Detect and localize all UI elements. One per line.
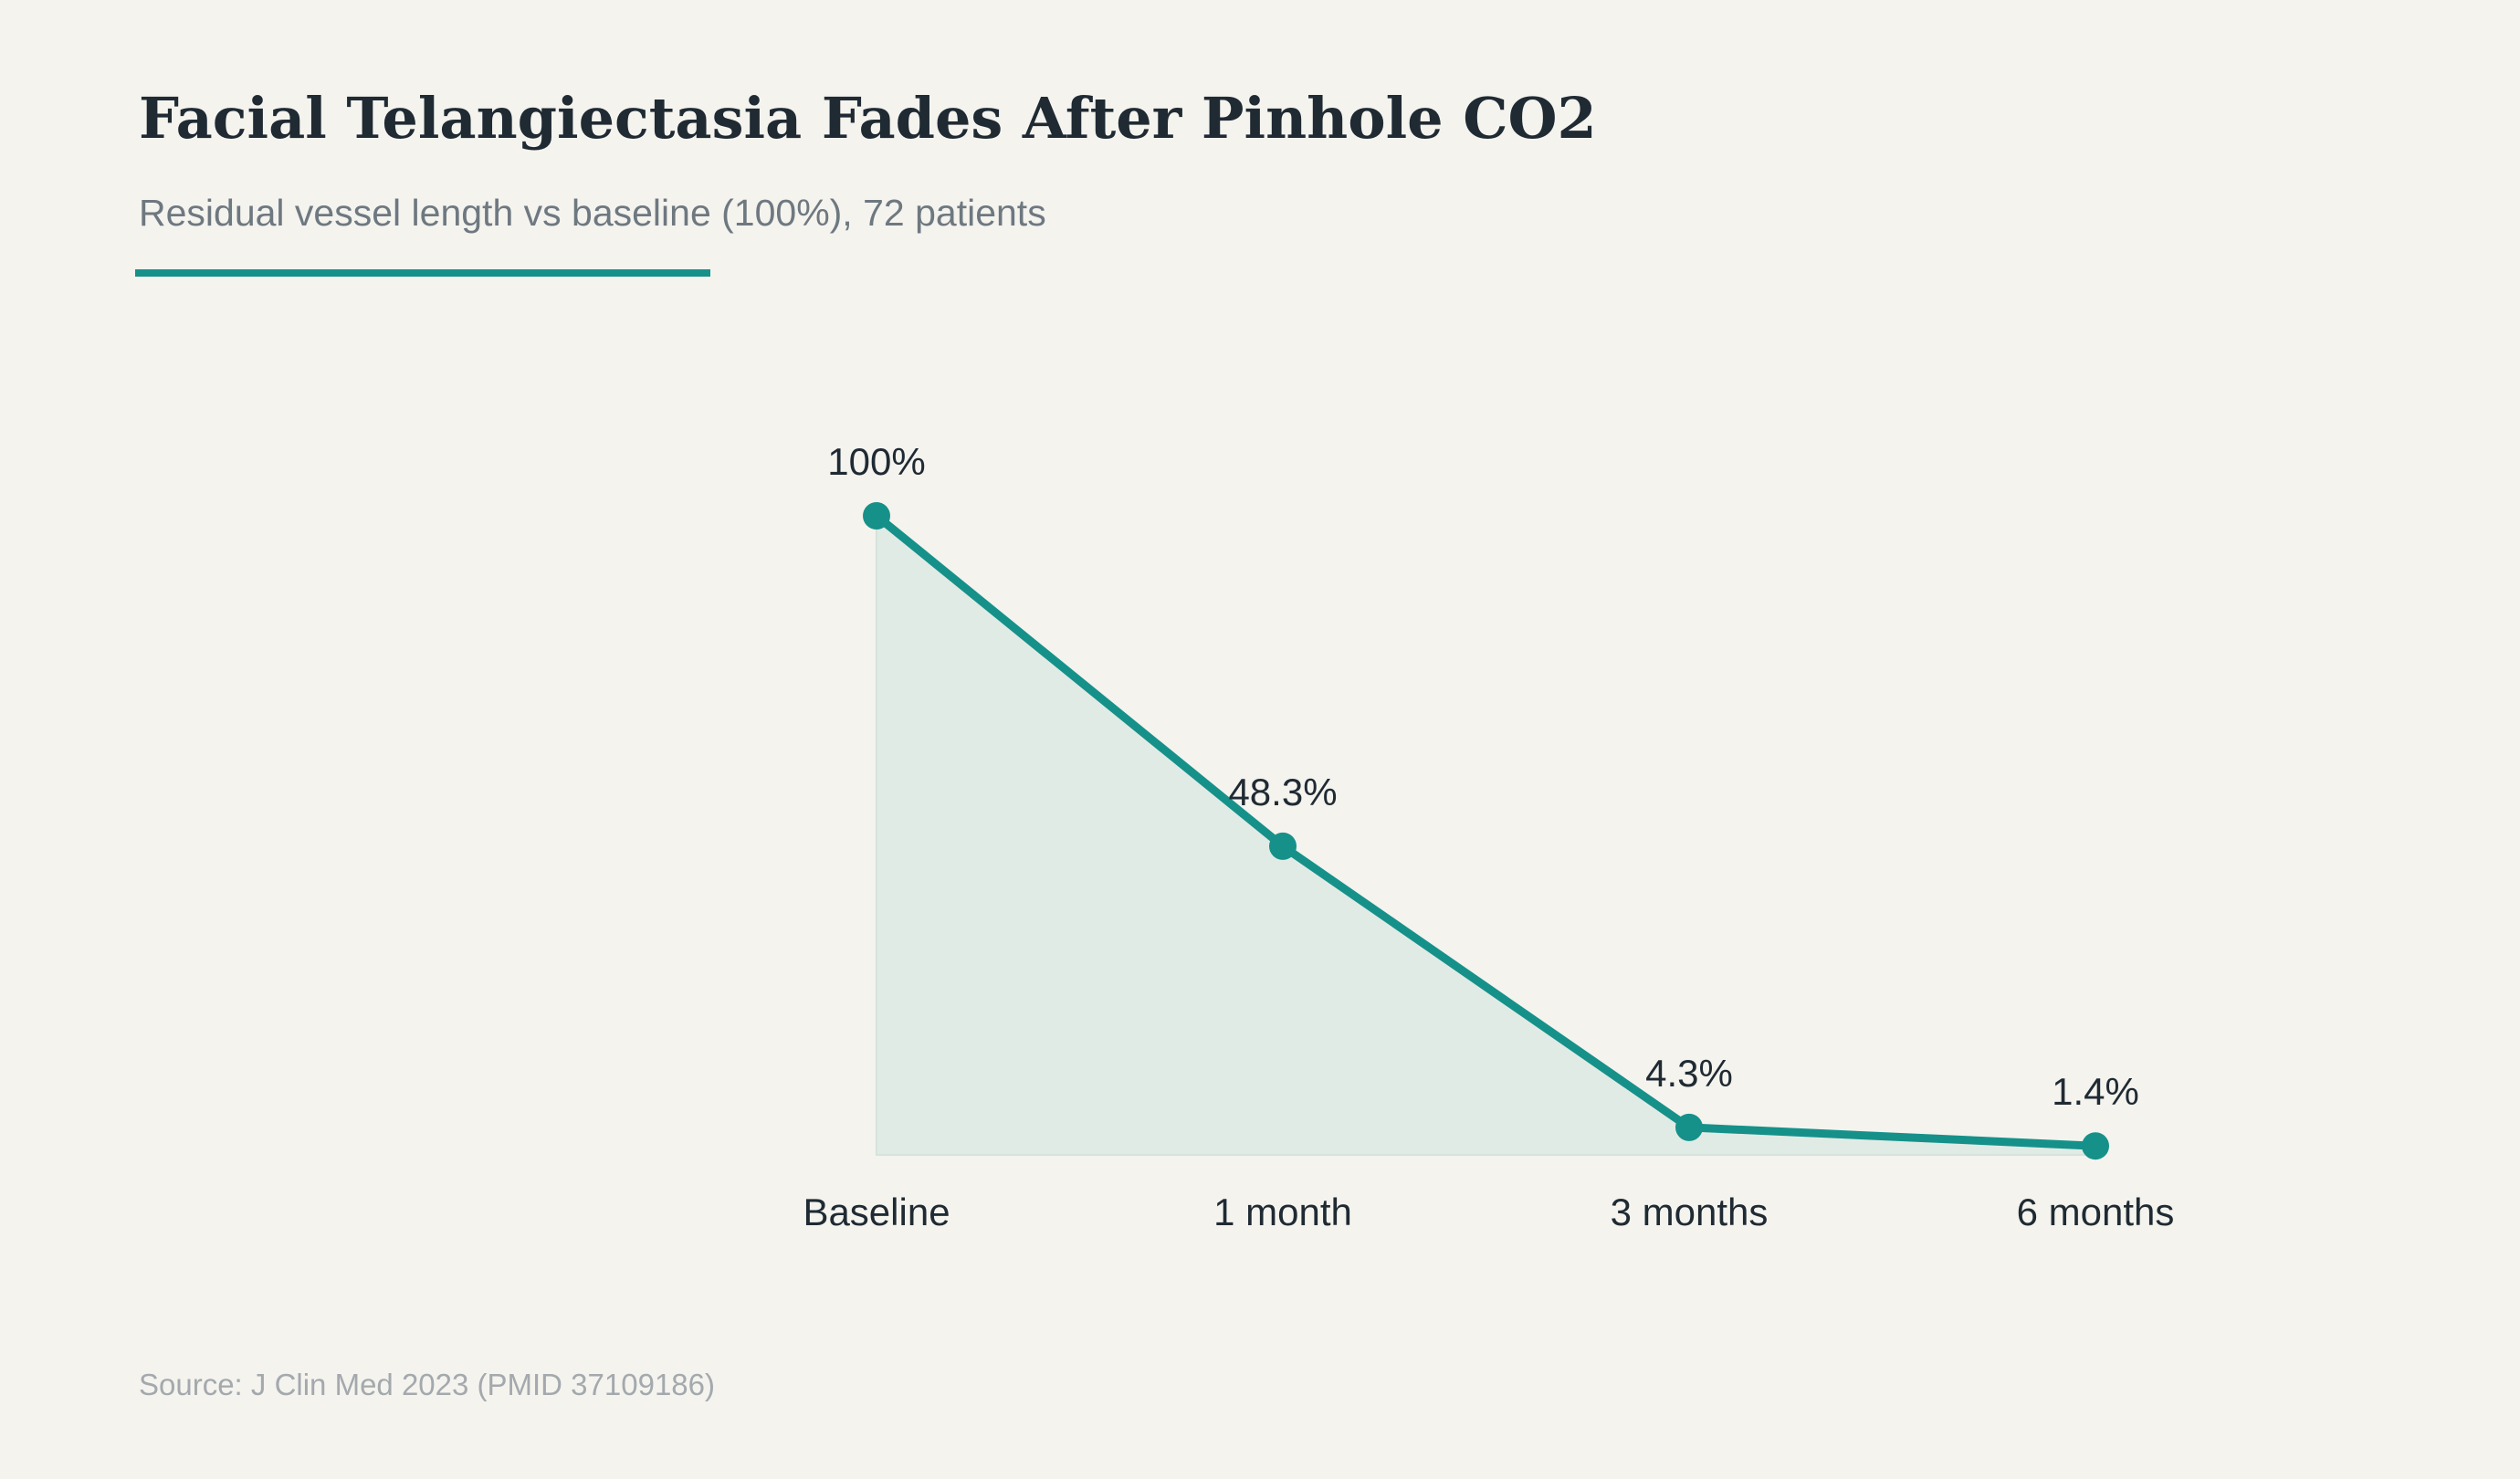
chart-title: Facial Telangiectasia Fades After Pinhol… [139, 85, 1597, 152]
chart-subtitle: Residual vessel length vs baseline (100%… [139, 192, 1046, 234]
data-label-layer: 100% 48.3% 4.3% 1.4% [827, 440, 2139, 1113]
x-axis-tick-label: 3 months [1611, 1191, 1769, 1233]
area-layer [876, 513, 2096, 1156]
x-axis-tick-label: 1 month [1213, 1191, 1352, 1233]
series-line [872, 511, 2100, 1150]
point-layer [863, 502, 2109, 1160]
data-label: 48.3% [1228, 771, 1337, 813]
data-point [1269, 832, 1297, 860]
x-axis-tick-label: 6 months [2017, 1191, 2175, 1233]
data-label: 1.4% [2052, 1070, 2139, 1113]
data-point [1675, 1113, 1703, 1141]
line-layer [872, 511, 2100, 1150]
data-label: 4.3% [1645, 1052, 1733, 1095]
data-label: 100% [827, 440, 925, 483]
data-point [2082, 1132, 2109, 1160]
data-point [863, 502, 890, 530]
x-axis-tick-layer: Baseline 1 month 3 months 6 months [803, 1191, 2174, 1233]
x-axis-tick-label: Baseline [803, 1191, 950, 1233]
series-area [876, 513, 2096, 1156]
source-note: Source: J Clin Med 2023 (PMID 37109186) [139, 1368, 715, 1401]
accent-rule [135, 269, 710, 277]
